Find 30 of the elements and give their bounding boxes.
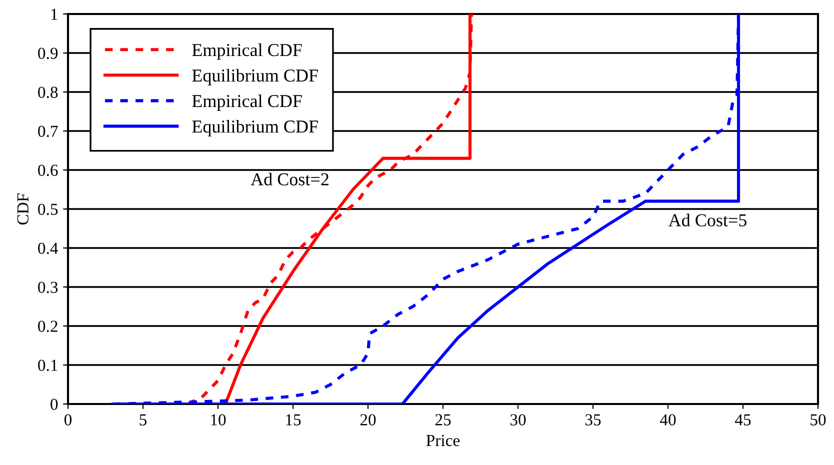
x-tick-label: 15 (286, 414, 301, 426)
y-tick-label: 0.8 (38, 86, 58, 98)
x-tick-label: 10 (211, 414, 226, 426)
y-tick-label: 0.5 (38, 204, 58, 216)
x-tick-label: 40 (660, 414, 676, 426)
y-tick-label: 0.3 (38, 282, 58, 294)
legend-label: Empirical CDF (192, 43, 302, 60)
legend-label: Equilibrium CDF (192, 68, 318, 86)
x-tick-label: 30 (510, 414, 526, 426)
x-tick-label: 35 (585, 414, 601, 426)
x-tick-label: 50 (810, 414, 826, 426)
y-tick-label: 0.2 (38, 320, 58, 332)
y-tick-label: 0 (50, 398, 58, 410)
x-axis-title: Price (426, 434, 460, 446)
legend-label: Empirical CDF (192, 94, 302, 111)
y-tick-label: 1 (51, 8, 58, 20)
x-tick-label: 25 (435, 414, 451, 426)
x-tick-label: 45 (734, 414, 751, 426)
annotation: Ad Cost=2 (250, 172, 328, 186)
annotation: Ad Cost=5 (668, 214, 746, 226)
legend-label: Equilibrium CDF (192, 120, 318, 136)
y-tick-label: 0.7 (38, 126, 58, 138)
y-tick-label: 0.1 (38, 360, 58, 372)
y-tick-label: 0.9 (38, 48, 58, 60)
x-tick-label: 20 (360, 414, 376, 426)
x-tick-label: 5 (140, 414, 147, 426)
y-axis-title: CDF (17, 193, 29, 225)
y-tick-label: 0.4 (38, 242, 58, 254)
x-tick-label: 0 (64, 414, 72, 426)
y-tick-label: 0.6 (38, 164, 58, 176)
